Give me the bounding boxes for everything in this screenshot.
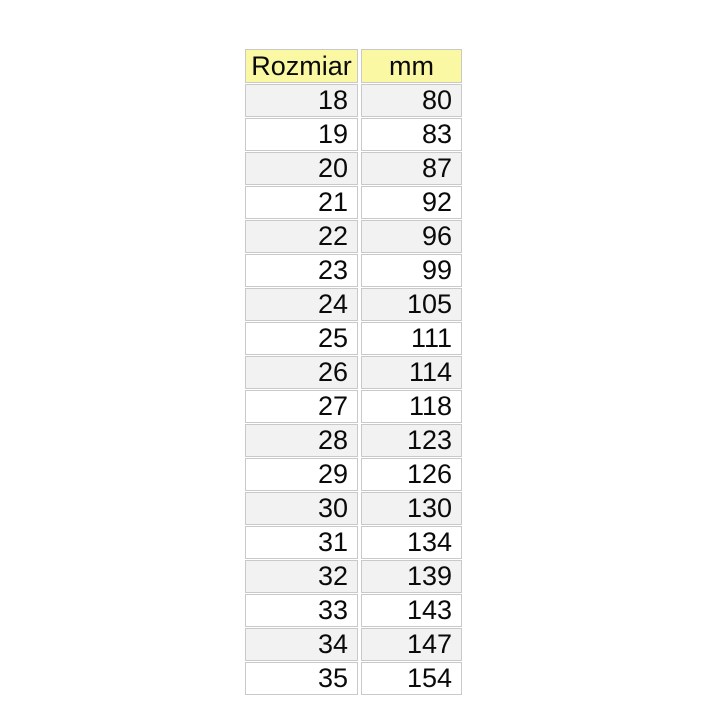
header-cell-mm: mm: [361, 49, 462, 83]
size-cell: 23: [245, 254, 358, 287]
table-row: 24 105: [245, 288, 462, 321]
mm-cell: 87: [361, 152, 462, 185]
table-row: 28 123: [245, 424, 462, 457]
size-table: Rozmiar mm 18 80 19 83 20 87 21 92 22 96 23 99 24 105…: [242, 48, 465, 696]
mm-cell: 105: [361, 288, 462, 321]
header-cell-rozmiar: Rozmiar: [245, 49, 358, 83]
table-row: 21 92: [245, 186, 462, 219]
mm-cell: 134: [361, 526, 462, 559]
mm-cell: 83: [361, 118, 462, 151]
table-row: 32 139: [245, 560, 462, 593]
size-cell: 31: [245, 526, 358, 559]
size-cell: 28: [245, 424, 358, 457]
table-row: 27 118: [245, 390, 462, 423]
table-row: 25 111: [245, 322, 462, 355]
mm-cell: 111: [361, 322, 462, 355]
mm-cell: 80: [361, 84, 462, 117]
mm-cell: 99: [361, 254, 462, 287]
mm-cell: 139: [361, 560, 462, 593]
size-cell: 18: [245, 84, 358, 117]
mm-cell: 154: [361, 662, 462, 695]
table-row: 31 134: [245, 526, 462, 559]
mm-cell: 96: [361, 220, 462, 253]
table-row: 30 130: [245, 492, 462, 525]
table-row: 19 83: [245, 118, 462, 151]
size-cell: 27: [245, 390, 358, 423]
size-cell: 25: [245, 322, 358, 355]
size-cell: 24: [245, 288, 358, 321]
size-cell: 19: [245, 118, 358, 151]
table-row: 22 96: [245, 220, 462, 253]
size-cell: 29: [245, 458, 358, 491]
table-row: 23 99: [245, 254, 462, 287]
table-row: 29 126: [245, 458, 462, 491]
table-row: 33 143: [245, 594, 462, 627]
size-table-header: Rozmiar mm: [245, 49, 462, 83]
mm-cell: 114: [361, 356, 462, 389]
table-row: 26 114: [245, 356, 462, 389]
size-cell: 33: [245, 594, 358, 627]
size-cell: 35: [245, 662, 358, 695]
mm-cell: 147: [361, 628, 462, 661]
size-cell: 22: [245, 220, 358, 253]
mm-cell: 130: [361, 492, 462, 525]
table-row: 34 147: [245, 628, 462, 661]
size-table-body: 18 80 19 83 20 87 21 92 22 96 23 99 24 105 25 111 26 114 2…: [245, 84, 462, 695]
mm-cell: 118: [361, 390, 462, 423]
header-row: Rozmiar mm: [245, 49, 462, 83]
size-chart: Rozmiar mm 18 80 19 83 20 87 21 92 22 96 23 99 24 105…: [242, 48, 465, 696]
table-row: 35 154: [245, 662, 462, 695]
size-cell: 32: [245, 560, 358, 593]
mm-cell: 126: [361, 458, 462, 491]
mm-cell: 92: [361, 186, 462, 219]
size-cell: 26: [245, 356, 358, 389]
mm-cell: 123: [361, 424, 462, 457]
size-cell: 20: [245, 152, 358, 185]
table-row: 20 87: [245, 152, 462, 185]
size-cell: 34: [245, 628, 358, 661]
size-cell: 21: [245, 186, 358, 219]
mm-cell: 143: [361, 594, 462, 627]
size-cell: 30: [245, 492, 358, 525]
table-row: 18 80: [245, 84, 462, 117]
